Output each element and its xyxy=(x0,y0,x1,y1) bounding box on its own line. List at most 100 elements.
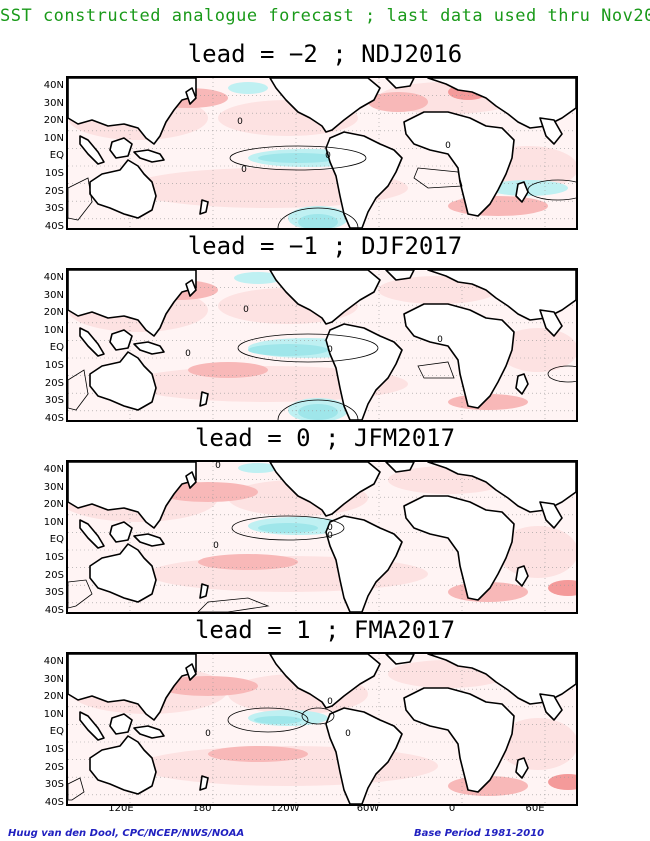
cool-anomaly-region xyxy=(228,82,268,94)
contour-label: 0 xyxy=(327,697,333,707)
landmass-sumatra xyxy=(79,711,105,741)
landmass-borneo xyxy=(109,329,133,351)
landmass-samerica xyxy=(325,131,403,228)
lat-label: 20S xyxy=(44,185,64,197)
landmass-png xyxy=(133,341,165,355)
lat-label: 20N xyxy=(43,499,64,511)
landmass-samerica xyxy=(325,515,403,612)
lat-label: 10S xyxy=(44,744,64,755)
lat-label: 40N xyxy=(43,272,64,283)
landmass-japan xyxy=(185,87,197,105)
contour-label: 0 xyxy=(185,349,191,359)
landmass-sumatra xyxy=(79,519,105,549)
lat-label: 20N xyxy=(43,115,64,127)
warm-anomaly-region xyxy=(498,718,576,770)
landmass-madagascar xyxy=(515,757,529,779)
landmass-australia xyxy=(89,735,157,795)
landmass-india xyxy=(539,693,563,721)
lat-label: 40S xyxy=(44,604,64,616)
warm-anomaly-region xyxy=(548,774,576,790)
lat-label: EQ xyxy=(49,150,64,162)
lat-label: 40S xyxy=(44,220,64,232)
cool-anomaly-region xyxy=(238,463,278,473)
landmass-japan xyxy=(185,471,197,489)
zero-contour xyxy=(68,579,93,609)
lat-label: 40S xyxy=(44,796,64,808)
lat-label: 10N xyxy=(43,132,64,144)
landmass-australia xyxy=(89,159,157,219)
contour-label: 0 xyxy=(241,165,247,175)
lat-label: 40N xyxy=(43,80,64,91)
cool-anomaly-region xyxy=(258,153,338,163)
contour-label: 0 xyxy=(445,141,451,151)
zero-contour xyxy=(417,361,455,379)
lat-label: 20N xyxy=(43,691,64,703)
lat-label: 10N xyxy=(43,516,64,528)
landmass-madagascar xyxy=(515,181,529,203)
footer-credit: Huug van den Dool, CPC/NCEP/NWS/NOAA xyxy=(8,828,245,839)
contour-label: 0 xyxy=(237,117,243,127)
lat-label: EQ xyxy=(49,342,64,354)
lat-label: 30N xyxy=(43,673,64,685)
landmass-borneo xyxy=(109,713,133,735)
landmass-samerica xyxy=(325,323,403,420)
zero-contour xyxy=(277,207,359,228)
landmass-eurasia xyxy=(427,462,576,513)
landmass-greenland xyxy=(385,270,415,281)
landmass-india xyxy=(539,117,563,145)
contour-label: 0 xyxy=(325,151,331,161)
zero-contour xyxy=(231,515,345,541)
landmass-eurasia xyxy=(427,270,576,321)
map-panel-lead-1: 0 0 0 xyxy=(66,652,578,806)
lat-label: 10S xyxy=(44,360,64,371)
landmass-namerica xyxy=(269,462,381,517)
warm-anomaly-region xyxy=(498,526,576,578)
lat-label: 30N xyxy=(43,289,64,301)
lat-label: 40N xyxy=(43,464,64,475)
cool-anomaly-region xyxy=(298,214,338,228)
lat-label: 30S xyxy=(44,395,64,407)
lat-label: 30N xyxy=(43,481,64,493)
landmass-namerica xyxy=(269,654,381,709)
page-title: SST constructed analogue forecast ; last… xyxy=(0,6,650,26)
cool-anomaly-region xyxy=(234,272,282,284)
warm-anomaly-region xyxy=(208,746,308,762)
lat-label: EQ xyxy=(49,726,64,738)
sst-map: 0 0 0 xyxy=(68,654,576,804)
landmass-japan xyxy=(185,663,197,681)
landmass-nz xyxy=(199,775,209,791)
zero-contour xyxy=(68,369,89,411)
lat-label: 10S xyxy=(44,552,64,563)
landmass-sumatra xyxy=(79,327,105,357)
landmass-africa xyxy=(403,495,515,601)
warm-anomaly-region xyxy=(158,676,258,696)
lat-label: 30N xyxy=(43,97,64,109)
landmass-japan xyxy=(185,279,197,297)
footer-base-period: Base Period 1981-2010 xyxy=(414,828,545,839)
lat-label: 10N xyxy=(43,708,64,720)
lat-label: 30S xyxy=(44,203,64,215)
lon-label-120e: 120E xyxy=(108,803,134,814)
contour-label: 0 xyxy=(437,335,443,345)
landmass-eurasia xyxy=(427,78,576,129)
landmass-sumatra xyxy=(79,135,105,165)
landmass-nz xyxy=(199,199,209,215)
panel-title-lead-minus-1: lead = −1 ; DJF2017 xyxy=(187,232,463,260)
warm-anomaly-region xyxy=(198,554,298,570)
contour-label: 0 xyxy=(213,541,219,551)
landmass-madagascar xyxy=(515,565,529,587)
landmass-png xyxy=(133,533,165,547)
landmass-nz xyxy=(199,391,209,407)
landmass-africa xyxy=(403,303,515,409)
landmass-eurasia xyxy=(427,654,576,705)
landmass-africa xyxy=(403,111,515,217)
landmass-borneo xyxy=(109,137,133,159)
cool-anomaly-region xyxy=(248,344,328,356)
landmass-samerica xyxy=(325,707,403,804)
landmass-greenland xyxy=(385,654,415,665)
landmass-namerica xyxy=(269,270,381,325)
panel-title-lead-0: lead = 0 ; JFM2017 xyxy=(194,424,456,452)
landmass-africa xyxy=(403,687,515,793)
warm-anomaly-region xyxy=(548,580,576,596)
